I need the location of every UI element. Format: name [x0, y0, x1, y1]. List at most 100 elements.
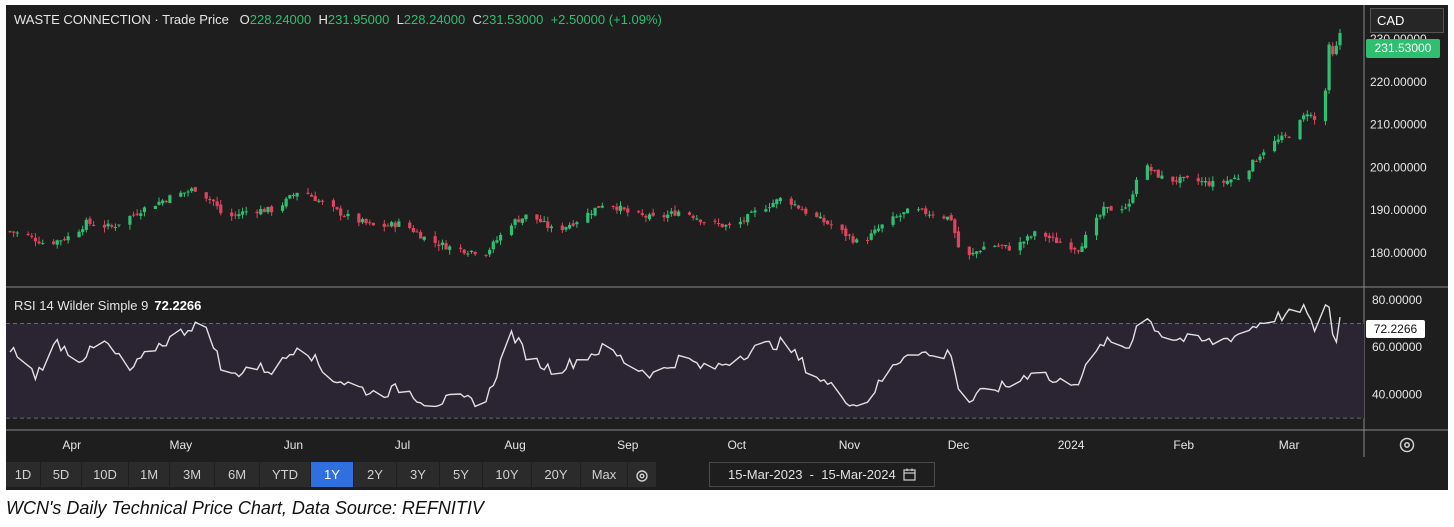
candle-body [691, 215, 695, 218]
range-10y-button[interactable]: 10Y [483, 462, 531, 487]
open-value: 228.24000 [249, 12, 312, 27]
candle-body [775, 199, 779, 205]
time-tick-label: Aug [504, 438, 525, 452]
candle-body [84, 219, 88, 230]
candle-body [346, 213, 350, 217]
candle-body [687, 212, 692, 215]
candle-body [15, 232, 19, 234]
last-price-tag: 231.53000 [1366, 39, 1440, 58]
candle-body [1302, 115, 1306, 120]
range-1m-button[interactable]: 1M [129, 462, 169, 487]
time-tick-label: Sep [617, 438, 639, 452]
range-3m-button[interactable]: 3M [170, 462, 214, 487]
candle-body [647, 214, 652, 220]
candle-body [77, 231, 81, 238]
candle-body [622, 207, 626, 210]
candle-body [1131, 194, 1135, 203]
candle-body [1338, 32, 1342, 46]
candle-body [495, 240, 499, 243]
candle-body [916, 209, 921, 211]
candle-body [942, 216, 946, 219]
candle-body [1298, 119, 1302, 140]
range-2y-button[interactable]: 2Y [354, 462, 396, 487]
candle-body [1323, 90, 1328, 122]
candle-body [1236, 178, 1240, 180]
candle-body [953, 219, 957, 234]
candle-body [320, 200, 325, 202]
candle-body [295, 192, 299, 197]
candle-body [1174, 180, 1179, 182]
currency-select[interactable]: CAD [1370, 8, 1444, 33]
candle-body [1022, 241, 1026, 244]
range-3y-button[interactable]: 3Y [397, 462, 439, 487]
candle-body [186, 191, 190, 193]
time-tick-label: Feb [1173, 438, 1194, 452]
candle-body [237, 214, 241, 217]
gear-icon [636, 469, 648, 482]
candle-body [437, 244, 441, 246]
candle-body [498, 234, 503, 241]
candle-body [128, 215, 132, 225]
candle-body [313, 195, 317, 202]
candle-body [538, 218, 543, 223]
range-1d-button[interactable]: 1D [6, 462, 40, 487]
candle-body [1007, 245, 1011, 251]
range-5d-button[interactable]: 5D [41, 462, 81, 487]
candle-body [1254, 160, 1259, 162]
candle-body [898, 215, 902, 217]
candle-body [996, 245, 1001, 247]
candle-body [240, 211, 245, 215]
candle-body [1272, 140, 1277, 152]
candle-body [397, 221, 401, 227]
candle-body [749, 211, 753, 213]
candle-body [698, 219, 703, 223]
candle-body [975, 251, 979, 254]
candle-body [230, 212, 234, 217]
candle-body [1076, 250, 1080, 252]
range-ytd-button[interactable]: YTD [260, 462, 310, 487]
candle-body [12, 231, 16, 233]
candle-body [1312, 116, 1317, 120]
candle-body [789, 198, 793, 205]
range-20y-button[interactable]: 20Y [532, 462, 580, 487]
candle-body [1327, 44, 1331, 91]
candle-body [131, 214, 136, 216]
candle-body [30, 235, 34, 237]
candle-body [568, 224, 572, 229]
candle-body [571, 223, 575, 226]
candle-body [677, 211, 681, 216]
candle-body [233, 214, 237, 216]
candle-body [259, 209, 263, 215]
range-max-button[interactable]: Max [581, 462, 627, 487]
candle-body [266, 206, 270, 213]
candle-body [818, 216, 822, 219]
candle-body [520, 218, 524, 223]
candle-body [1120, 209, 1124, 211]
candle-body [513, 219, 517, 225]
range-5y-button[interactable]: 5Y [440, 462, 482, 487]
candle-body [880, 224, 884, 229]
candle-body [484, 254, 488, 256]
candle-body [895, 216, 899, 218]
candle-body [386, 225, 390, 227]
chart-svg: 180.00000 190.00000 200.00000 210.00000 220.… [6, 5, 1448, 457]
candle-body [331, 200, 336, 207]
date-range-picker[interactable]: 15-Mar-2023 - 15-Mar-2024 [709, 462, 935, 487]
candle-body [1033, 231, 1037, 237]
candle-body [55, 240, 59, 245]
candle-body [52, 241, 56, 245]
candle-body [905, 208, 910, 214]
rsi-layer [9, 302, 1341, 408]
candle-body [517, 219, 521, 223]
range-settings-button[interactable] [628, 462, 656, 487]
time-tick-label: Dec [948, 438, 969, 452]
axis-settings-icon[interactable] [1399, 437, 1415, 453]
range-10d-button[interactable]: 10D [82, 462, 128, 487]
range-6m-button[interactable]: 6M [215, 462, 259, 487]
candle-body [284, 198, 288, 207]
candle-body [113, 226, 117, 228]
candle-body [164, 201, 168, 203]
candle-body [135, 213, 139, 215]
range-1y-button[interactable]: 1Y [311, 462, 353, 487]
time-tick-label: Mar [1279, 438, 1300, 452]
